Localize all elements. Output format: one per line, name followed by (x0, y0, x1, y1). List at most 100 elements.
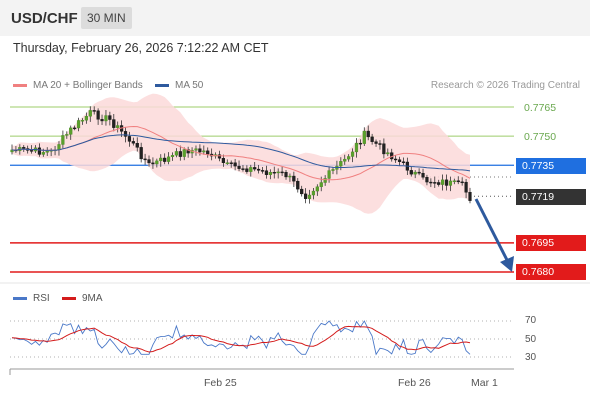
candle-body (382, 143, 386, 155)
x-tick-mar1: Mar 1 (471, 377, 498, 389)
rsi-tick-30: 30 (525, 352, 537, 363)
candle-body (366, 130, 370, 138)
candle-body (174, 151, 179, 156)
candle-body (300, 188, 304, 195)
candle-body (468, 192, 472, 201)
candle-body (358, 142, 362, 145)
candle-body (92, 110, 96, 112)
candle-body (178, 151, 182, 157)
ma50-line (11, 134, 471, 172)
candle-body (182, 149, 186, 157)
candle-body (100, 119, 104, 122)
candle-body (397, 159, 402, 162)
candle-body (292, 175, 296, 182)
candle-body (198, 148, 202, 153)
candle-body (303, 193, 308, 199)
candle-body (331, 169, 335, 171)
ma50-swatch (155, 83, 169, 87)
bollinger-band (12, 93, 470, 214)
candle-body (374, 141, 378, 144)
last-price-label: 0.7719 (516, 189, 586, 205)
candle-body (354, 142, 359, 153)
credit-text: Research © 2026 Trading Central (430, 80, 580, 91)
level-label-7695: 0.7695 (516, 235, 586, 251)
candle-body (202, 150, 206, 153)
candle-body (45, 150, 49, 153)
legend-ma50: MA 50 (155, 80, 203, 91)
candle-body (307, 194, 312, 199)
candle-body (186, 149, 190, 154)
candle-body (233, 162, 237, 167)
candle-body (104, 115, 108, 122)
candle-body (194, 148, 198, 151)
rsi-ma-line (11, 325, 471, 353)
rsi-ma-legend-label: 9MA (82, 293, 103, 304)
rsi-legend-label: RSI (33, 293, 50, 304)
level-label-7735: 0.7735 (516, 158, 586, 174)
x-tick-feb25: Feb 25 (204, 377, 237, 389)
candle-body (437, 182, 441, 185)
candle-body (456, 180, 460, 183)
candle-body (84, 116, 88, 121)
candle-body (280, 171, 284, 174)
candle-body (268, 172, 272, 175)
candle-body (413, 171, 417, 175)
candle-body (343, 158, 347, 162)
candle-body (108, 115, 112, 120)
candle-body (96, 110, 100, 120)
candle-body (460, 181, 464, 184)
candle-body (245, 168, 249, 172)
candle-body (37, 147, 42, 155)
candle-body (433, 182, 437, 184)
candle-body (284, 172, 288, 178)
candle-body (116, 125, 120, 128)
candle-body (323, 178, 327, 183)
candle-body (350, 151, 355, 157)
candle-body (241, 168, 245, 170)
candle-body (429, 181, 433, 184)
candle-body (253, 167, 257, 170)
candle-body (170, 155, 175, 158)
candle-body (362, 130, 366, 144)
projection-arrow-head (500, 256, 514, 272)
candle-body (315, 186, 319, 192)
candle-body (69, 127, 73, 135)
candle-body (417, 171, 421, 174)
candle-body (296, 180, 300, 190)
candle-body (401, 161, 406, 163)
candle-body (327, 170, 331, 179)
candle-body (206, 150, 210, 155)
rsi-ma-legend: 9MA (62, 293, 103, 304)
candle-body (131, 141, 135, 144)
legend-ma20-label: MA 20 + Bollinger Bands (33, 80, 143, 91)
candle-body (347, 156, 351, 160)
candle-body (65, 134, 69, 136)
candle-body (288, 175, 292, 178)
candle-body (257, 168, 261, 171)
rsi-line (11, 320, 471, 356)
candle-body (88, 110, 92, 117)
level-label-7750: 0.7750 (524, 131, 557, 143)
candle-body (147, 159, 151, 164)
candle-body (61, 135, 65, 145)
candle-body (409, 170, 413, 175)
timeframe-button[interactable]: 30 MIN (81, 7, 132, 29)
level-label-7680: 0.7680 (516, 264, 586, 280)
candle-body (163, 157, 167, 162)
ma20-swatch (13, 83, 27, 87)
header-bar: USD/CHF 30 MIN (0, 0, 590, 36)
candle-body (386, 152, 390, 155)
candle-body (80, 120, 85, 122)
candle-body (76, 120, 81, 129)
candle-body (29, 150, 34, 152)
candle-body (425, 177, 429, 183)
candle-body (221, 157, 225, 164)
candle-body (319, 182, 323, 187)
candle-body (123, 131, 128, 137)
candle-body (394, 158, 398, 161)
candle-body (225, 162, 229, 164)
candle-body (73, 127, 77, 130)
candle-body (166, 156, 171, 162)
